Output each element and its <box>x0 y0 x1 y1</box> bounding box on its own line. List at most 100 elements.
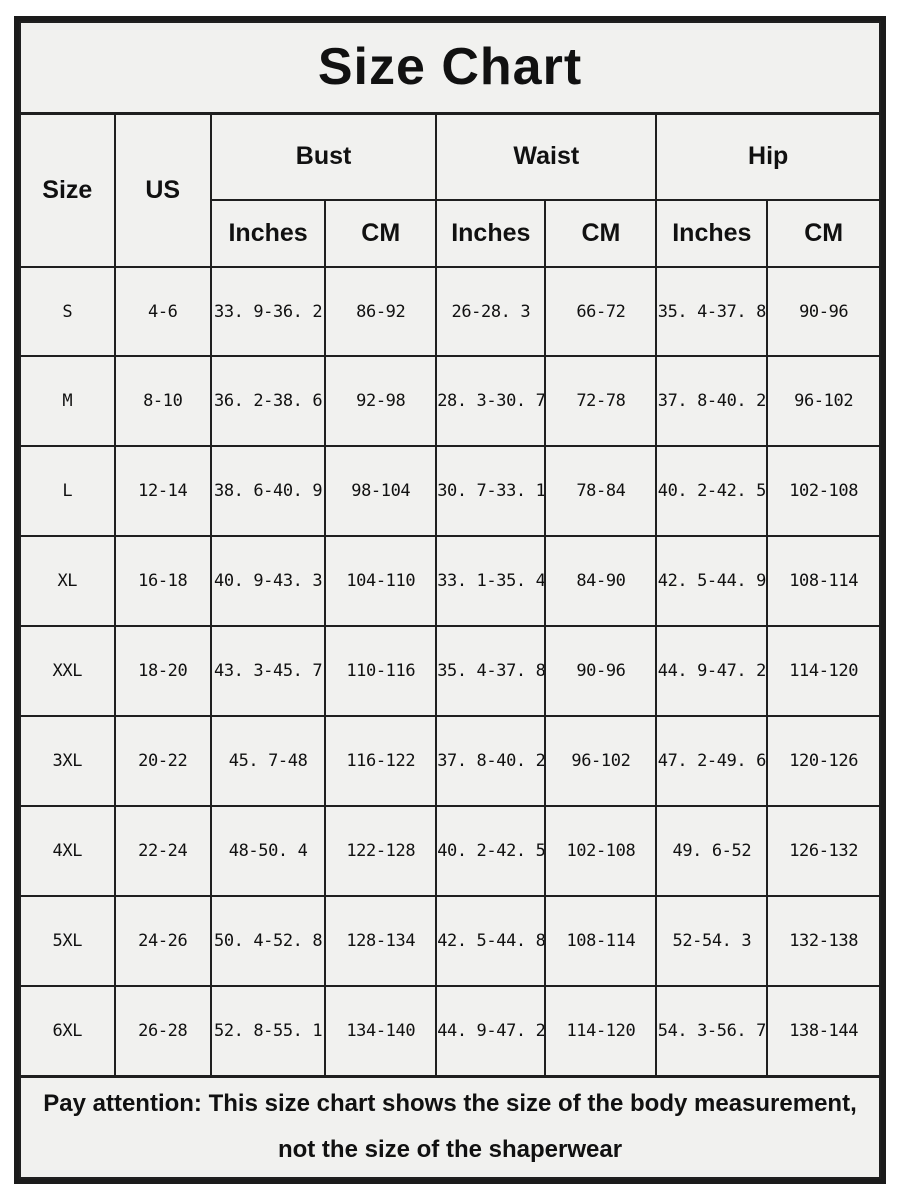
table-cell: 110-116 <box>324 625 438 718</box>
table-cell: 35. 4-37. 8 <box>435 625 547 718</box>
table-cell: 42. 5-44. 9 <box>655 535 769 628</box>
table-cell: 90-96 <box>544 625 658 718</box>
table-cell: 36. 2-38. 6 <box>209 355 327 448</box>
table-cell: 114-120 <box>544 985 658 1078</box>
table-cell: 20-22 <box>113 715 212 808</box>
column-header-us: US <box>113 112 212 268</box>
title-row: Size Chart <box>19 20 881 115</box>
table-cell: 16-18 <box>113 535 212 628</box>
table-cell: 72-78 <box>544 355 658 448</box>
table-cell: 52-54. 3 <box>655 895 769 988</box>
table-cell: 47. 2-49. 6 <box>655 715 769 808</box>
table-cell: 78-84 <box>544 445 658 538</box>
size-table-body: S 4-6 33. 9-36. 2 86-92 26-28. 3 66-72 35. 4-3… <box>19 265 881 1078</box>
table-cell: 37. 8-40. 2 <box>435 715 547 808</box>
table-cell: 96-102 <box>766 355 881 448</box>
table-cell: 134-140 <box>324 985 438 1078</box>
subheader-bust-cm: CM <box>324 198 438 268</box>
table-cell: 90-96 <box>766 265 881 358</box>
size-cell: 3XL <box>19 715 116 808</box>
column-header-waist: Waist <box>435 112 658 201</box>
subheader-waist-cm: CM <box>544 198 658 268</box>
table-cell: 50. 4-52. 8 <box>209 895 327 988</box>
table-row: 6XL 26-28 52. 8-55. 1 134-140 44. 9-47. 2 114… <box>19 985 881 1078</box>
table-cell: 45. 7-48 <box>209 715 327 808</box>
table-cell: 138-144 <box>766 985 881 1078</box>
table-cell: 96-102 <box>544 715 658 808</box>
table-cell: 102-108 <box>544 805 658 898</box>
table-cell: 84-90 <box>544 535 658 628</box>
size-cell: 5XL <box>19 895 116 988</box>
table-row: S 4-6 33. 9-36. 2 86-92 26-28. 3 66-72 35. 4-3… <box>19 265 881 358</box>
table-cell: 30. 7-33. 1 <box>435 445 547 538</box>
table-cell: 98-104 <box>324 445 438 538</box>
table-row: L 12-14 38. 6-40. 9 98-104 30. 7-33. 1 78-84 4… <box>19 445 881 538</box>
size-cell: 4XL <box>19 805 116 898</box>
size-cell: M <box>19 355 116 448</box>
note-row: Pay attention: This size chart shows the… <box>19 1074 881 1179</box>
attention-note-line2: not the size of the shaperwear <box>277 1136 623 1164</box>
table-cell: 44. 9-47. 2 <box>435 985 547 1078</box>
table-cell: 40. 9-43. 3 <box>209 535 327 628</box>
size-cell: XL <box>19 535 116 628</box>
table-row: XL 16-18 40. 9-43. 3 104-110 33. 1-35. 4 84-9… <box>19 535 881 628</box>
table-cell: 38. 6-40. 9 <box>209 445 327 538</box>
table-cell: 122-128 <box>324 805 438 898</box>
size-cell: S <box>19 265 116 358</box>
attention-note: Pay attention: This size chart shows the… <box>19 1074 881 1179</box>
table-cell: 52. 8-55. 1 <box>209 985 327 1078</box>
table-cell: 24-26 <box>113 895 212 988</box>
table-row: 5XL 24-26 50. 4-52. 8 128-134 42. 5-44. 8 108… <box>19 895 881 988</box>
table-row: XXL 18-20 43. 3-45. 7 110-116 35. 4-37. 8 90-… <box>19 625 881 718</box>
table-cell: 66-72 <box>544 265 658 358</box>
table-cell: 26-28. 3 <box>435 265 547 358</box>
table-cell: 116-122 <box>324 715 438 808</box>
subheader-hip-inches: Inches <box>655 198 769 268</box>
table-cell: 35. 4-37. 8 <box>655 265 769 358</box>
table-cell: 44. 9-47. 2 <box>655 625 769 718</box>
table-cell: 22-24 <box>113 805 212 898</box>
table-cell: 114-120 <box>766 625 881 718</box>
subheader-waist-inches: Inches <box>435 198 547 268</box>
table-cell: 40. 2-42. 5 <box>435 805 547 898</box>
size-cell: 6XL <box>19 985 116 1078</box>
table-cell: 102-108 <box>766 445 881 538</box>
table-row: 3XL 20-22 45. 7-48 116-122 37. 8-40. 2 96-102… <box>19 715 881 808</box>
table-row: 4XL 22-24 48-50. 4 122-128 40. 2-42. 5 102-10… <box>19 805 881 898</box>
table-cell: 49. 6-52 <box>655 805 769 898</box>
table-cell: 43. 3-45. 7 <box>209 625 327 718</box>
table-cell: 8-10 <box>113 355 212 448</box>
table-cell: 37. 8-40. 2 <box>655 355 769 448</box>
header-sub-row: Inches CM Inches CM Inches CM <box>20 198 881 268</box>
page-title: Size Chart <box>19 20 881 115</box>
table-cell: 92-98 <box>324 355 438 448</box>
subheader-bust-inches: Inches <box>209 198 327 268</box>
size-cell: XXL <box>19 625 116 718</box>
table-cell: 4-6 <box>113 265 212 358</box>
size-cell: L <box>19 445 116 538</box>
attention-note-line1: Pay attention: This size chart shows the… <box>43 1089 857 1117</box>
table-cell: 33. 1-35. 4 <box>435 535 547 628</box>
table-cell: 48-50. 4 <box>209 805 327 898</box>
table-cell: 54. 3-56. 7 <box>655 985 769 1078</box>
table-cell: 120-126 <box>766 715 881 808</box>
table-cell: 108-114 <box>544 895 658 988</box>
table-cell: 18-20 <box>113 625 212 718</box>
column-header-size: Size <box>19 112 116 268</box>
header-group-row: Size US Bust Waist Hip <box>19 112 881 268</box>
table-cell: 128-134 <box>324 895 438 988</box>
table-cell: 108-114 <box>766 535 881 628</box>
size-chart-table: Size Chart Size US Bust Waist Hip Inches… <box>19 20 881 1179</box>
subheader-hip-cm: CM <box>766 198 881 268</box>
table-cell: 12-14 <box>113 445 212 538</box>
table-row: M 8-10 36. 2-38. 6 92-98 28. 3-30. 7 72-78 37.… <box>19 355 881 448</box>
size-chart-frame: Size Chart Size US Bust Waist Hip Inches… <box>14 16 886 1184</box>
column-header-hip: Hip <box>655 112 881 201</box>
table-cell: 40. 2-42. 5 <box>655 445 769 538</box>
table-cell: 132-138 <box>766 895 881 988</box>
table-cell: 42. 5-44. 8 <box>435 895 547 988</box>
table-cell: 104-110 <box>324 535 438 628</box>
column-header-bust: Bust <box>209 112 438 201</box>
table-cell: 126-132 <box>766 805 881 898</box>
